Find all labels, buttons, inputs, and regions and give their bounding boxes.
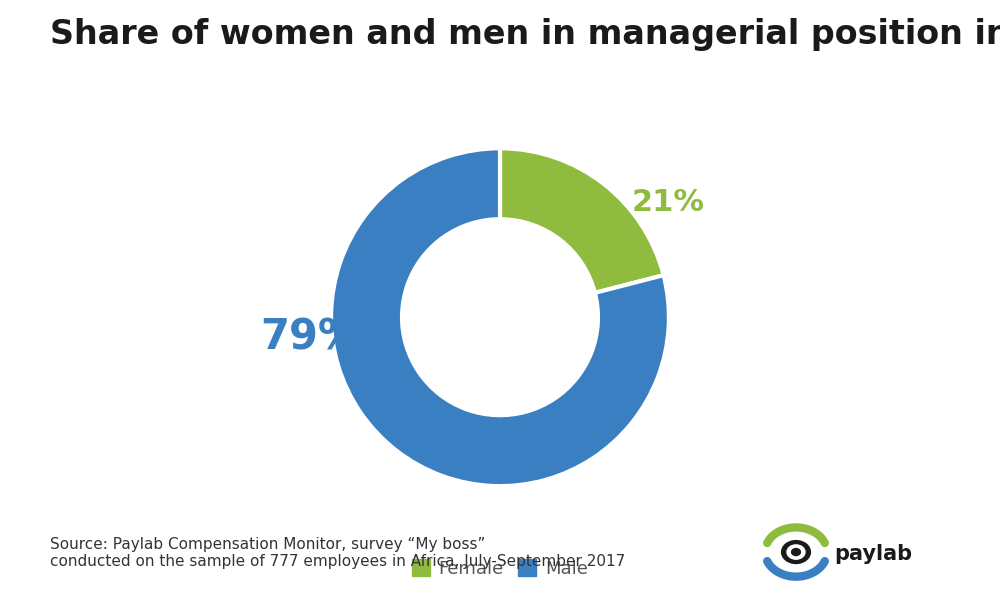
Circle shape xyxy=(787,545,805,559)
Text: Share of women and men in managerial position in Africa: Share of women and men in managerial pos… xyxy=(50,18,1000,51)
Legend: Female, Male: Female, Male xyxy=(404,552,596,585)
Circle shape xyxy=(782,540,810,564)
Circle shape xyxy=(792,548,800,556)
Text: Source: Paylab Compensation Monitor, survey “My boss”
conducted on the sample of: Source: Paylab Compensation Monitor, sur… xyxy=(50,537,625,569)
Text: 21%: 21% xyxy=(632,188,705,217)
Wedge shape xyxy=(500,148,664,293)
Text: 79%: 79% xyxy=(260,317,360,359)
Circle shape xyxy=(402,219,598,415)
Wedge shape xyxy=(331,148,669,486)
Text: paylab: paylab xyxy=(834,544,912,564)
